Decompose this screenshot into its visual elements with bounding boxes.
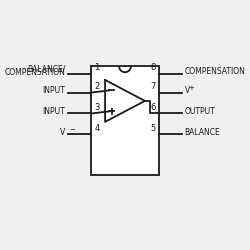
Text: BALANCE: BALANCE	[185, 128, 220, 137]
Text: 1: 1	[94, 63, 100, 72]
Text: 5: 5	[150, 124, 156, 133]
Text: 3: 3	[94, 103, 100, 112]
Text: OUTPUT: OUTPUT	[185, 107, 216, 116]
Text: 4: 4	[94, 124, 100, 133]
Text: INPUT: INPUT	[42, 86, 65, 95]
Text: 6: 6	[150, 103, 156, 112]
Text: V: V	[60, 128, 65, 137]
Text: 2: 2	[94, 82, 100, 91]
Text: 8: 8	[150, 63, 156, 72]
Text: −: −	[69, 127, 75, 133]
Text: BALANCE/: BALANCE/	[27, 64, 65, 74]
Text: COMPENSATION: COMPENSATION	[4, 68, 65, 77]
Text: 7: 7	[150, 82, 156, 91]
Text: V: V	[185, 86, 190, 95]
Text: +: +	[188, 85, 194, 91]
Bar	[92, 66, 158, 175]
Text: INPUT: INPUT	[42, 107, 65, 116]
Text: COMPENSATION: COMPENSATION	[185, 67, 246, 76]
